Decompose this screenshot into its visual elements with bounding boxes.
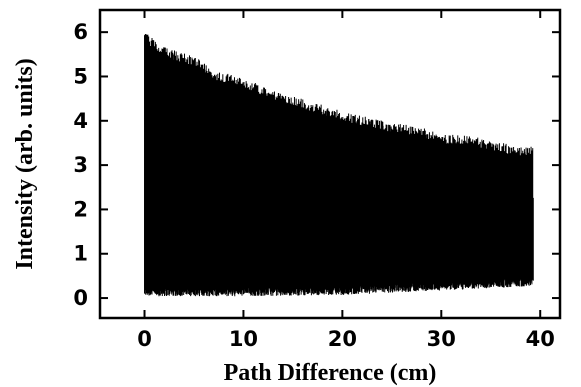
x-tick-label: 30 <box>427 327 456 351</box>
y-tick-label: 4 <box>73 109 88 133</box>
y-tick-label: 6 <box>73 20 88 44</box>
x-tick-label: 20 <box>328 327 357 351</box>
interferogram-trace <box>144 34 534 297</box>
y-axis-label: Intensity (arb. units) <box>12 58 38 269</box>
x-axis-label: Path Difference (cm) <box>224 360 437 386</box>
y-tick-label: 3 <box>73 153 88 177</box>
y-tick-label: 5 <box>73 64 88 88</box>
y-tick-label: 0 <box>73 286 88 310</box>
x-tick-label: 10 <box>229 327 258 351</box>
x-tick-label: 0 <box>137 327 152 351</box>
y-tick-label: 1 <box>73 242 88 266</box>
y-tick-label: 2 <box>73 197 88 221</box>
plot-frame <box>98 8 562 320</box>
x-tick-label: 40 <box>526 327 555 351</box>
data-layer <box>144 34 534 297</box>
y-axis-ticks: 0 1 2 3 4 5 6 <box>73 20 560 310</box>
x-axis-ticks: 0 10 20 30 40 <box>137 10 555 351</box>
